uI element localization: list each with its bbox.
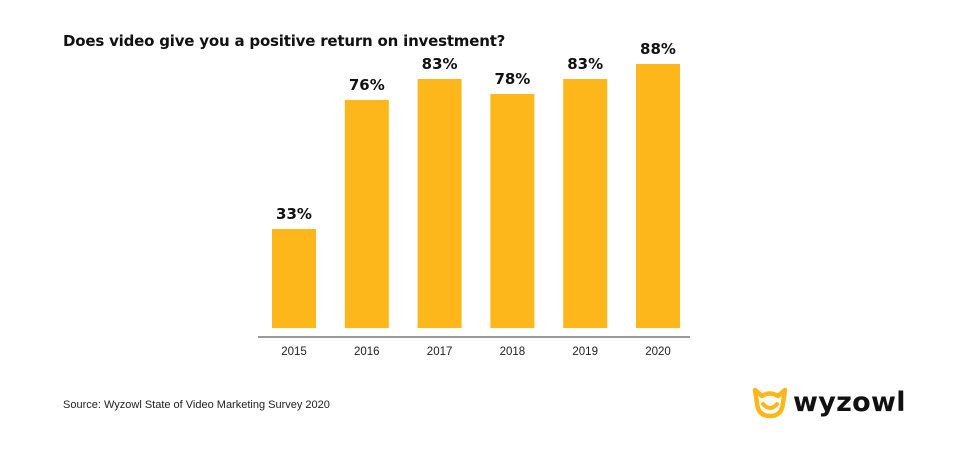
x-tick-label-group: 2015 2016 2017 2018 2019 2020 [281,346,671,358]
data-label-group: 33% 76% 83% 78% 83% 88% [276,40,676,223]
data-label-2016: 76% [349,76,385,94]
bar-2015 [272,229,316,328]
x-tick-label-2020: 2020 [645,346,671,358]
chart-title: Does video give you a positive return on… [63,32,506,50]
x-tick-label-2016: 2016 [354,346,380,358]
bar-2020 [636,64,680,328]
logo-wordmark: wyzowl [793,386,906,418]
data-label-2015: 33% [276,205,312,223]
wyzowl-logo: wyzowl [752,385,906,419]
bar-2017 [417,79,462,328]
data-label-2020: 88% [640,40,676,58]
x-tick-label-2015: 2015 [281,346,307,358]
bar-2019 [563,79,608,328]
data-label-2018: 78% [494,70,530,88]
data-label-2017: 83% [422,55,458,73]
x-tick-label-2018: 2018 [500,346,526,358]
data-label-2019: 83% [567,55,603,73]
owl-icon [752,387,788,419]
bar-group [272,64,680,328]
x-tick-label-2017: 2017 [427,346,453,358]
bar-2016 [344,100,389,328]
bar-2018 [490,94,535,328]
source-note: Source: Wyzowl State of Video Marketing … [63,399,330,411]
x-tick-label-2019: 2019 [572,346,598,358]
